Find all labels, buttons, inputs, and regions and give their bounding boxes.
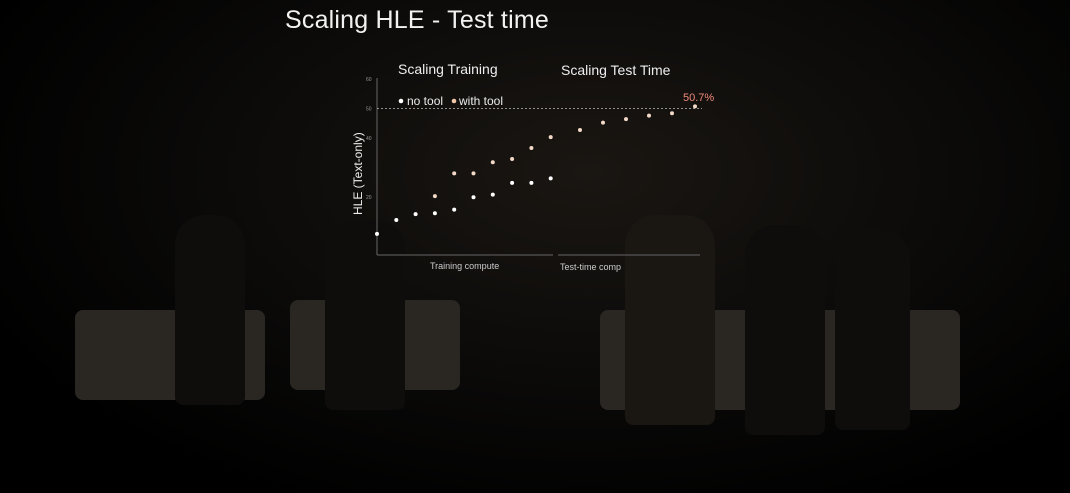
person-4 xyxy=(745,225,825,435)
data-point-no-tool xyxy=(375,231,379,236)
y-tick-label: 60 xyxy=(366,77,372,83)
data-point-no-tool xyxy=(394,218,399,223)
legend-no-tool: no tool xyxy=(407,94,443,108)
data-point-no-tool xyxy=(510,180,515,185)
data-point-with-tool xyxy=(471,171,476,176)
section-title-test-time: Scaling Test Time xyxy=(561,62,671,78)
data-point-with-tool xyxy=(432,194,437,199)
data-point-no-tool xyxy=(452,207,457,212)
section-title-training: Scaling Training xyxy=(398,61,498,77)
y-axis-label: HLE (Text-only) xyxy=(351,132,365,215)
legend-marker-with-tool xyxy=(451,98,457,104)
data-point-no-tool xyxy=(548,176,553,181)
person-3 xyxy=(625,215,715,425)
legend-with-tool: with tool xyxy=(458,94,503,108)
x-label-test-time: Test-time comp xyxy=(560,262,621,272)
annotation-peak: 50.7% xyxy=(683,92,714,104)
slide-title: Scaling HLE - Test time xyxy=(285,6,549,34)
data-point-with-tool xyxy=(601,120,605,125)
data-point-with-tool xyxy=(510,156,515,161)
y-tick-label: 20 xyxy=(366,195,372,201)
data-point-no-tool xyxy=(413,212,418,217)
person-5 xyxy=(835,230,910,430)
data-point-with-tool xyxy=(529,146,534,151)
data-point-no-tool xyxy=(529,180,534,185)
data-point-no-tool xyxy=(490,192,495,197)
data-point-with-tool xyxy=(624,117,628,122)
legend-marker-no-tool xyxy=(398,98,404,104)
data-point-no-tool xyxy=(432,211,437,216)
data-point-with-tool xyxy=(452,171,457,176)
data-point-with-tool xyxy=(693,104,697,109)
person-1 xyxy=(175,215,245,405)
data-point-no-tool xyxy=(471,195,476,200)
data-point-with-tool xyxy=(548,135,553,140)
x-label-training: Training compute xyxy=(430,261,499,271)
data-point-with-tool xyxy=(670,111,674,116)
data-point-with-tool xyxy=(490,160,495,165)
person-2 xyxy=(325,220,405,410)
data-point-with-tool xyxy=(647,113,651,118)
data-point-with-tool xyxy=(578,128,582,133)
y-tick-label: 50 xyxy=(366,107,372,113)
y-tick-label: 40 xyxy=(366,136,372,142)
